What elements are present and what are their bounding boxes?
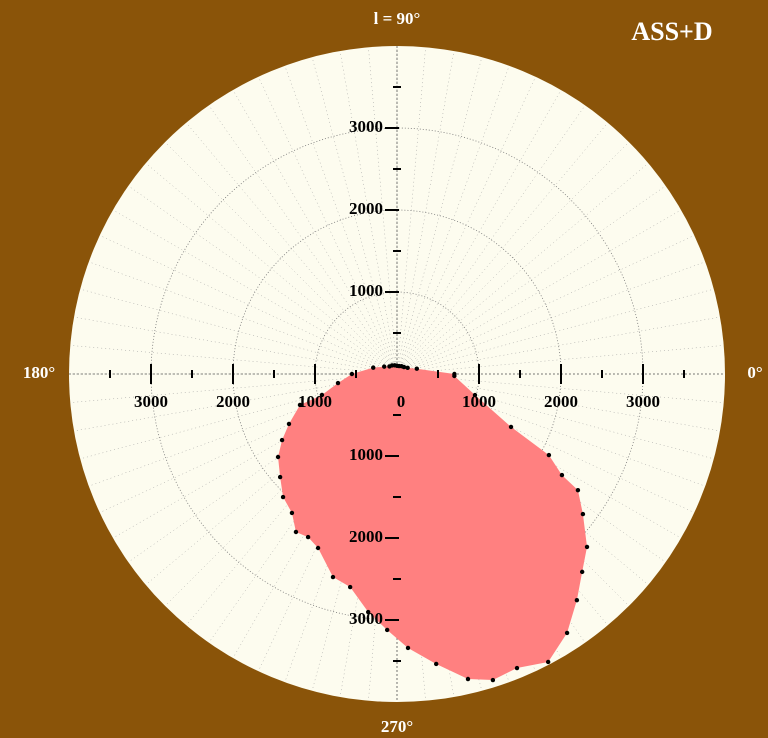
data-area — [278, 365, 588, 681]
radial-grid-line — [99, 235, 398, 375]
radial-grid-line — [145, 373, 398, 586]
radial-grid-line — [396, 373, 724, 403]
data-point — [293, 529, 299, 535]
radial-grid-line — [396, 373, 695, 513]
data-point — [286, 421, 292, 427]
data-point — [546, 452, 552, 458]
data-point — [384, 627, 390, 633]
r-tick-label: 2000 — [544, 392, 578, 411]
data-point — [564, 630, 570, 636]
r-tick-label: 2000 — [349, 199, 383, 218]
radial-grid-line — [396, 316, 721, 375]
r-tick-label: 3000 — [134, 392, 168, 411]
data-point — [452, 373, 457, 379]
r-tick-label: 1000 — [462, 392, 496, 411]
radial-grid-line — [396, 57, 483, 375]
data-point — [279, 437, 285, 443]
radial-grid-line — [396, 235, 695, 375]
data-point — [382, 364, 387, 369]
data-point — [275, 454, 281, 460]
radial-grid-line — [99, 373, 398, 513]
data-point — [465, 676, 471, 682]
radial-grid-line — [396, 345, 724, 375]
data-point — [319, 392, 325, 398]
radial-grid-line — [396, 76, 536, 375]
radial-grid-line — [70, 373, 398, 403]
data-point — [434, 661, 439, 667]
radial-grid-line — [164, 141, 398, 375]
radial-grid-line — [145, 162, 398, 375]
chart-title: ASS+D — [631, 17, 712, 46]
theta-tick-label: l = 90° — [374, 9, 421, 28]
data-point — [335, 380, 341, 386]
data-point — [508, 424, 514, 430]
data-point — [347, 584, 353, 590]
radial-grid-line — [396, 65, 510, 375]
data-point — [387, 364, 392, 369]
theta-tick-label: 270° — [381, 717, 413, 736]
radial-grid-line — [88, 373, 398, 487]
r-tick-label: 3000 — [349, 117, 383, 136]
data-point — [490, 677, 496, 683]
data-point — [365, 609, 371, 615]
radial-grid-line — [80, 373, 398, 460]
data-point — [575, 487, 581, 493]
radial-grid-line — [396, 185, 666, 375]
radial-grid-line — [396, 105, 586, 375]
data-point — [545, 659, 551, 665]
data-point — [280, 494, 286, 500]
data-point — [289, 510, 295, 516]
radial-grid-line — [258, 76, 398, 375]
r-tick-label: 2000 — [216, 392, 250, 411]
data-point — [297, 402, 303, 408]
r-tick-label: 0 — [397, 392, 406, 411]
data-point — [574, 597, 580, 603]
data-point — [330, 574, 336, 580]
r-tick-label: 1000 — [298, 392, 332, 411]
data-point — [472, 392, 478, 398]
radial-grid-line — [164, 373, 398, 607]
data-point — [405, 645, 411, 651]
data-point — [349, 371, 355, 377]
data-point — [579, 569, 585, 575]
theta-tick-label: 180° — [23, 363, 55, 382]
data-point — [584, 544, 590, 550]
radial-grid-line — [232, 89, 398, 375]
radial-grid-line — [396, 122, 609, 375]
radial-grid-line — [284, 65, 398, 375]
data-point — [405, 365, 410, 371]
data-point — [371, 365, 376, 370]
radial-grid-line — [396, 373, 721, 432]
data-point — [414, 366, 420, 371]
radial-grid-line — [396, 141, 630, 375]
data-point — [277, 474, 283, 480]
data-point — [305, 534, 311, 540]
radial-grid-line — [80, 288, 398, 375]
radial-grid-line — [88, 261, 398, 375]
radial-grid-line — [70, 345, 398, 375]
radial-grid-line — [396, 209, 682, 375]
data-point — [514, 665, 520, 671]
r-tick-label: 3000 — [626, 392, 660, 411]
r-tick-label: 3000 — [349, 609, 383, 628]
r-tick-label: 1000 — [349, 281, 383, 300]
radial-grid-line — [339, 50, 398, 375]
radial-grid-line — [185, 122, 398, 375]
data-point — [580, 511, 586, 517]
data-point — [559, 472, 565, 478]
theta-tick-label: 0° — [747, 363, 762, 382]
radial-grid-line — [368, 47, 398, 375]
r-tick-label: 2000 — [349, 527, 383, 546]
r-tick-label: 1000 — [349, 445, 383, 464]
data-point — [315, 545, 321, 551]
